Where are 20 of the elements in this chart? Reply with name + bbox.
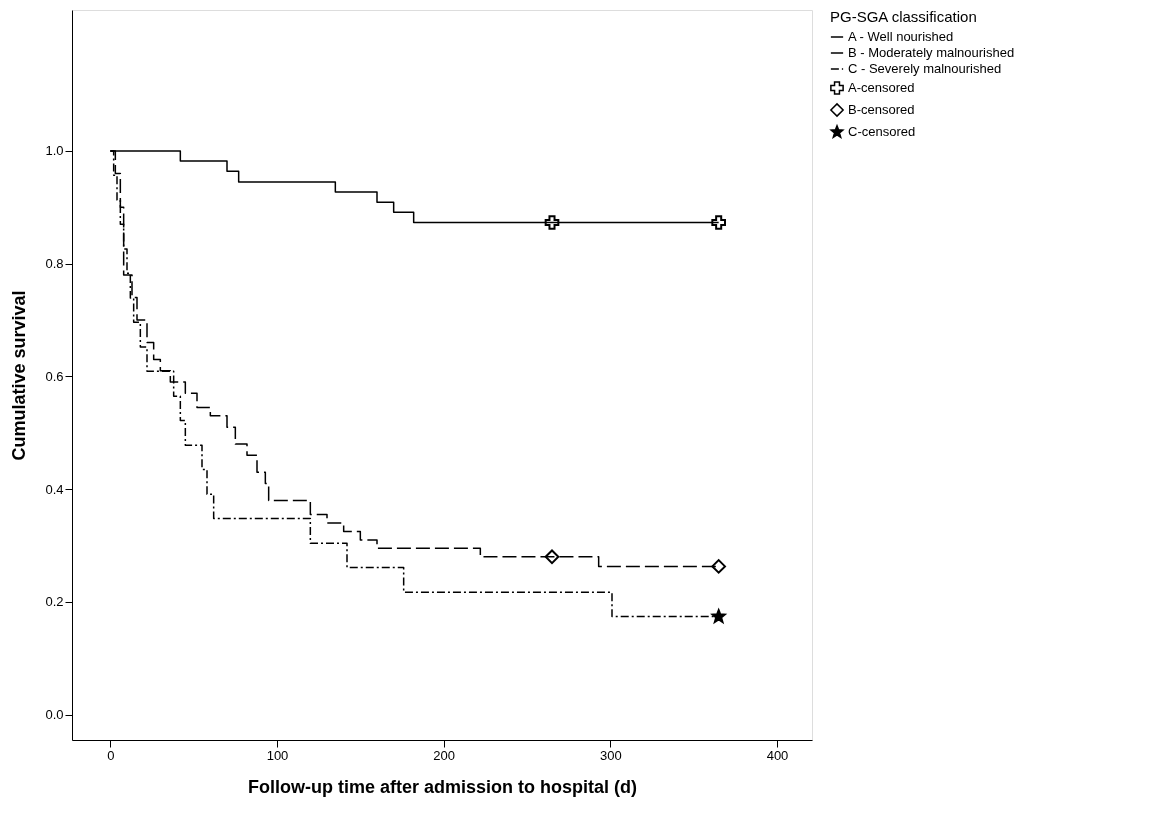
y-tick-label: 0.6	[45, 368, 64, 384]
y-tick-label: 0.4	[45, 481, 64, 497]
legend-label: A-censored	[848, 80, 915, 95]
x-axis-title: Follow-up time after admission to hospital (d)	[247, 776, 638, 797]
x-tick-label: 100	[266, 747, 289, 763]
y-tick-label: 0.2	[45, 594, 64, 610]
legend-label: B - Moderately malnourished	[848, 45, 1015, 60]
legend-title: PG-SGA classification	[830, 8, 977, 25]
x-tick-label: 300	[599, 747, 622, 763]
legend-label: C - Severely malnourished	[848, 61, 1002, 76]
x-tick-label: 200	[433, 747, 456, 763]
y-tick-label: 0.8	[45, 256, 64, 272]
x-tick-label: 400	[766, 747, 789, 763]
y-axis-title: Cumulative survival	[9, 290, 30, 461]
legend-label: B-censored	[848, 102, 915, 117]
y-tick-label: 0.0	[45, 707, 64, 723]
x-tick-label: 0	[107, 747, 115, 763]
y-tick-label: 1.0	[45, 143, 64, 159]
legend-label: C-censored	[848, 124, 916, 139]
legend-label: A - Well nourished	[848, 29, 954, 44]
